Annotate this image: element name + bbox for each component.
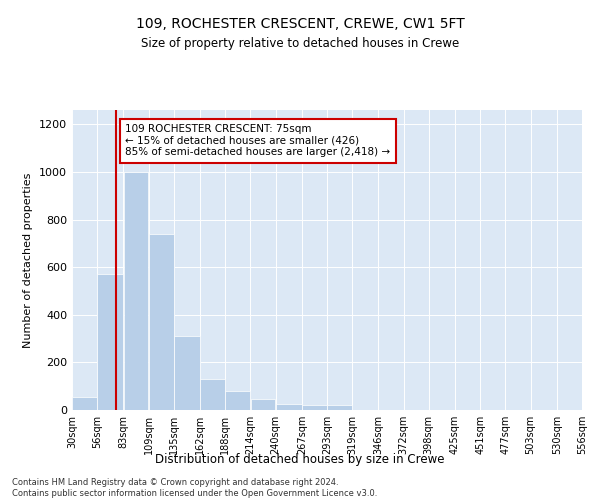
Text: Size of property relative to detached houses in Crewe: Size of property relative to detached ho… — [141, 38, 459, 51]
Text: Distribution of detached houses by size in Crewe: Distribution of detached houses by size … — [155, 452, 445, 466]
Text: Contains HM Land Registry data © Crown copyright and database right 2024.
Contai: Contains HM Land Registry data © Crown c… — [12, 478, 377, 498]
Bar — [72, 397, 97, 410]
Y-axis label: Number of detached properties: Number of detached properties — [23, 172, 34, 348]
Bar — [327, 405, 352, 410]
Text: 109, ROCHESTER CRESCENT, CREWE, CW1 5FT: 109, ROCHESTER CRESCENT, CREWE, CW1 5FT — [136, 18, 464, 32]
Bar — [226, 391, 250, 410]
Bar — [251, 400, 275, 410]
Text: 109 ROCHESTER CRESCENT: 75sqm
← 15% of detached houses are smaller (426)
85% of : 109 ROCHESTER CRESCENT: 75sqm ← 15% of d… — [125, 124, 391, 158]
Bar — [174, 336, 200, 410]
Bar — [302, 405, 327, 410]
Bar — [124, 172, 148, 410]
Bar — [97, 274, 123, 410]
Bar — [200, 379, 225, 410]
Bar — [276, 404, 302, 410]
Bar — [149, 234, 173, 410]
